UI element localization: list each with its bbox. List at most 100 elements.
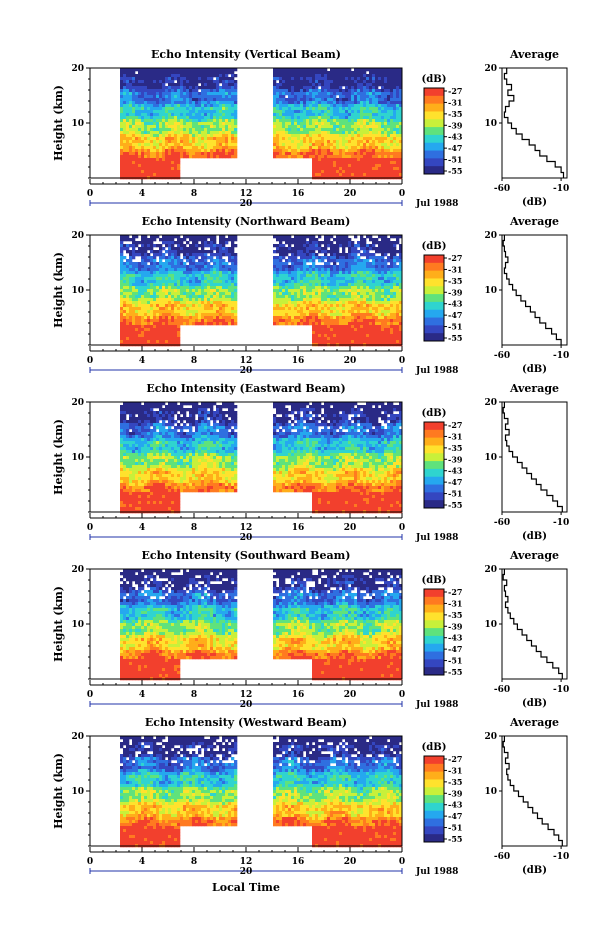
colorbar-swatch bbox=[424, 422, 444, 431]
y-tick-label: 10 bbox=[71, 453, 84, 463]
heatmap-cells bbox=[120, 402, 403, 514]
colorbar-tick-label: -47 bbox=[448, 143, 462, 153]
profile-title: Average bbox=[509, 716, 559, 729]
colorbar-swatch bbox=[424, 278, 444, 287]
profile-x-tick-label: -10 bbox=[553, 685, 569, 695]
x-tick-label: 8 bbox=[191, 690, 197, 700]
colorbar-tick-label: -55 bbox=[448, 834, 462, 844]
profile-x-tick-label: -10 bbox=[553, 351, 569, 361]
profile-x-axis-label: (dB) bbox=[522, 698, 547, 709]
day-label: 20 bbox=[240, 199, 253, 209]
x-tick-label: 0 bbox=[87, 523, 93, 533]
x-tick-label: 0 bbox=[87, 189, 93, 199]
colorbar-swatch bbox=[424, 301, 444, 311]
colorbar-tick-label: -39 bbox=[448, 454, 463, 464]
chart-panel-0: Echo Intensity (Vertical Beam) 20 10 Height… bbox=[52, 48, 569, 209]
colorbar-tick-label: -47 bbox=[448, 310, 462, 320]
colorbar-tick-label: -55 bbox=[448, 333, 462, 343]
colorbar-tick-label: -35 bbox=[448, 276, 462, 286]
colorbar-tick-label: -39 bbox=[448, 788, 463, 798]
colorbar-swatch bbox=[424, 453, 444, 462]
date-label: Jul 1988 bbox=[415, 366, 458, 376]
colorbar-swatch bbox=[424, 818, 444, 827]
chart-panel-1: Echo Intensity (Northward Beam) 20 10 Heigh… bbox=[52, 215, 569, 376]
x-tick-label: 12 bbox=[240, 189, 253, 199]
colorbar-swatch bbox=[424, 445, 444, 454]
x-tick-label: 4 bbox=[139, 189, 145, 199]
y-tick-label: 10 bbox=[71, 787, 84, 797]
colorbar-swatch bbox=[424, 635, 444, 645]
colorbar-swatch bbox=[424, 596, 444, 606]
x-tick-label: 12 bbox=[240, 356, 253, 366]
colorbar-swatch bbox=[424, 589, 444, 598]
colorbar-tick-label: -43 bbox=[448, 132, 463, 142]
colorbar-swatch bbox=[424, 604, 444, 613]
colorbar-tick-label: -43 bbox=[448, 800, 463, 810]
colorbar-swatch bbox=[424, 802, 444, 812]
colorbar-swatch bbox=[424, 317, 444, 326]
panel-title: Echo Intensity (Eastward Beam) bbox=[146, 382, 345, 395]
x-tick-label: 20 bbox=[344, 523, 357, 533]
x-tick-label: 8 bbox=[191, 523, 197, 533]
colorbar-tick-label: -31 bbox=[448, 598, 462, 608]
heatmap-cells bbox=[120, 235, 403, 347]
colorbar-swatch bbox=[424, 142, 444, 151]
profile-y-tick-label: 10 bbox=[484, 119, 497, 129]
colorbar-tick-label: -43 bbox=[448, 299, 463, 309]
profile-y-tick-label: 20 bbox=[484, 231, 497, 241]
profile-x-tick-label: -60 bbox=[494, 351, 510, 361]
colorbar-tick-label: -27 bbox=[448, 86, 462, 96]
profile-y-tick-label: 20 bbox=[484, 565, 497, 575]
profile-y-tick-label: 20 bbox=[484, 732, 497, 742]
colorbar-tick-label: -35 bbox=[448, 610, 462, 620]
colorbar-swatch bbox=[424, 150, 444, 159]
profile-x-axis-label: (dB) bbox=[522, 531, 547, 542]
colorbar-tick-label: -39 bbox=[448, 287, 463, 297]
x-tick-label: 20 bbox=[344, 356, 357, 366]
colorbar-frame bbox=[423, 87, 445, 175]
x-tick-label: 0 bbox=[399, 189, 405, 199]
colorbar-frame bbox=[423, 755, 445, 843]
x-tick-label: 0 bbox=[399, 523, 405, 533]
colorbar-tick-label: -55 bbox=[448, 500, 462, 510]
colorbar-swatch bbox=[424, 810, 444, 819]
colorbar-swatch bbox=[424, 628, 444, 637]
profile-y-tick-label: 20 bbox=[484, 398, 497, 408]
colorbar-swatch bbox=[424, 787, 444, 796]
panel-title: Echo Intensity (Southward Beam) bbox=[142, 549, 351, 562]
y-tick-label: 10 bbox=[71, 119, 84, 129]
colorbar-swatch bbox=[424, 255, 444, 264]
colorbar-swatch bbox=[424, 325, 444, 334]
profile-x-axis-label: (dB) bbox=[522, 865, 547, 876]
heatmap-cells bbox=[120, 569, 403, 681]
y-axis-label: Height (km) bbox=[52, 252, 65, 328]
day-label: 20 bbox=[240, 533, 253, 543]
colorbar-swatch bbox=[424, 309, 444, 318]
chart-panel-4: Echo Intensity (Westward Beam) 20 10 Height… bbox=[52, 716, 569, 877]
x-tick-label: 20 bbox=[344, 857, 357, 867]
profile-x-tick-label: -60 bbox=[494, 685, 510, 695]
y-axis-label: Height (km) bbox=[52, 85, 65, 161]
y-axis-label: Height (km) bbox=[52, 419, 65, 495]
colorbar-tick-label: -35 bbox=[448, 777, 462, 787]
colorbar-tick-label: -27 bbox=[448, 420, 462, 430]
colorbar-frame bbox=[423, 588, 445, 676]
colorbar-swatch bbox=[424, 166, 444, 175]
colorbar-swatch bbox=[424, 429, 444, 439]
profile-frame bbox=[501, 568, 568, 680]
profile-x-axis-label: (dB) bbox=[522, 364, 547, 375]
profile-x-tick-label: -10 bbox=[553, 184, 569, 194]
colorbar-swatch bbox=[424, 476, 444, 485]
profile-title: Average bbox=[509, 215, 559, 228]
x-tick-label: 12 bbox=[240, 857, 253, 867]
profile-y-tick-label: 10 bbox=[484, 787, 497, 797]
profile-line bbox=[502, 402, 563, 512]
colorbar-tick-label: -51 bbox=[448, 322, 462, 332]
y-tick-label: 20 bbox=[71, 398, 84, 408]
colorbar-swatch bbox=[424, 795, 444, 804]
colorbar-unit: (dB) bbox=[422, 74, 447, 85]
y-axis-label: Height (km) bbox=[52, 586, 65, 662]
colorbar-tick-label: -35 bbox=[448, 443, 462, 453]
x-tick-label: 8 bbox=[191, 189, 197, 199]
